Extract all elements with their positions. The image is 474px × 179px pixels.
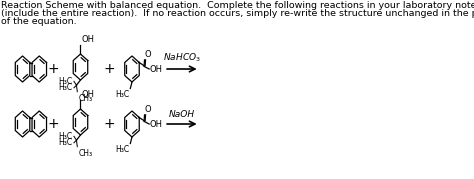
Text: Reaction Scheme with balanced equation.  Complete the following reactions in you: Reaction Scheme with balanced equation. … <box>1 1 474 10</box>
Text: CH₃: CH₃ <box>78 149 92 158</box>
Text: OH: OH <box>81 35 94 44</box>
Text: NaOH: NaOH <box>169 110 195 119</box>
Text: OH: OH <box>81 90 94 99</box>
Text: H₃C: H₃C <box>116 90 130 99</box>
Text: H₃C: H₃C <box>58 77 72 86</box>
Text: OH: OH <box>150 65 163 74</box>
Text: H₃C: H₃C <box>58 138 72 147</box>
Text: +: + <box>47 117 59 131</box>
Text: OH: OH <box>150 120 163 129</box>
Text: H₃C: H₃C <box>58 83 72 92</box>
Text: +: + <box>47 62 59 76</box>
Text: O: O <box>145 50 152 59</box>
Text: +: + <box>104 117 115 131</box>
Text: H₃C: H₃C <box>116 145 130 154</box>
Text: of the equation.: of the equation. <box>1 17 77 26</box>
Text: +: + <box>104 62 115 76</box>
Text: CH₃: CH₃ <box>78 94 92 103</box>
Text: (include the entire reaction).  If no reaction occurs, simply re-write the struc: (include the entire reaction). If no rea… <box>1 9 474 18</box>
Text: O: O <box>145 105 152 114</box>
Text: NaHCO$_3$: NaHCO$_3$ <box>163 52 201 64</box>
Text: H₃C: H₃C <box>58 132 72 141</box>
